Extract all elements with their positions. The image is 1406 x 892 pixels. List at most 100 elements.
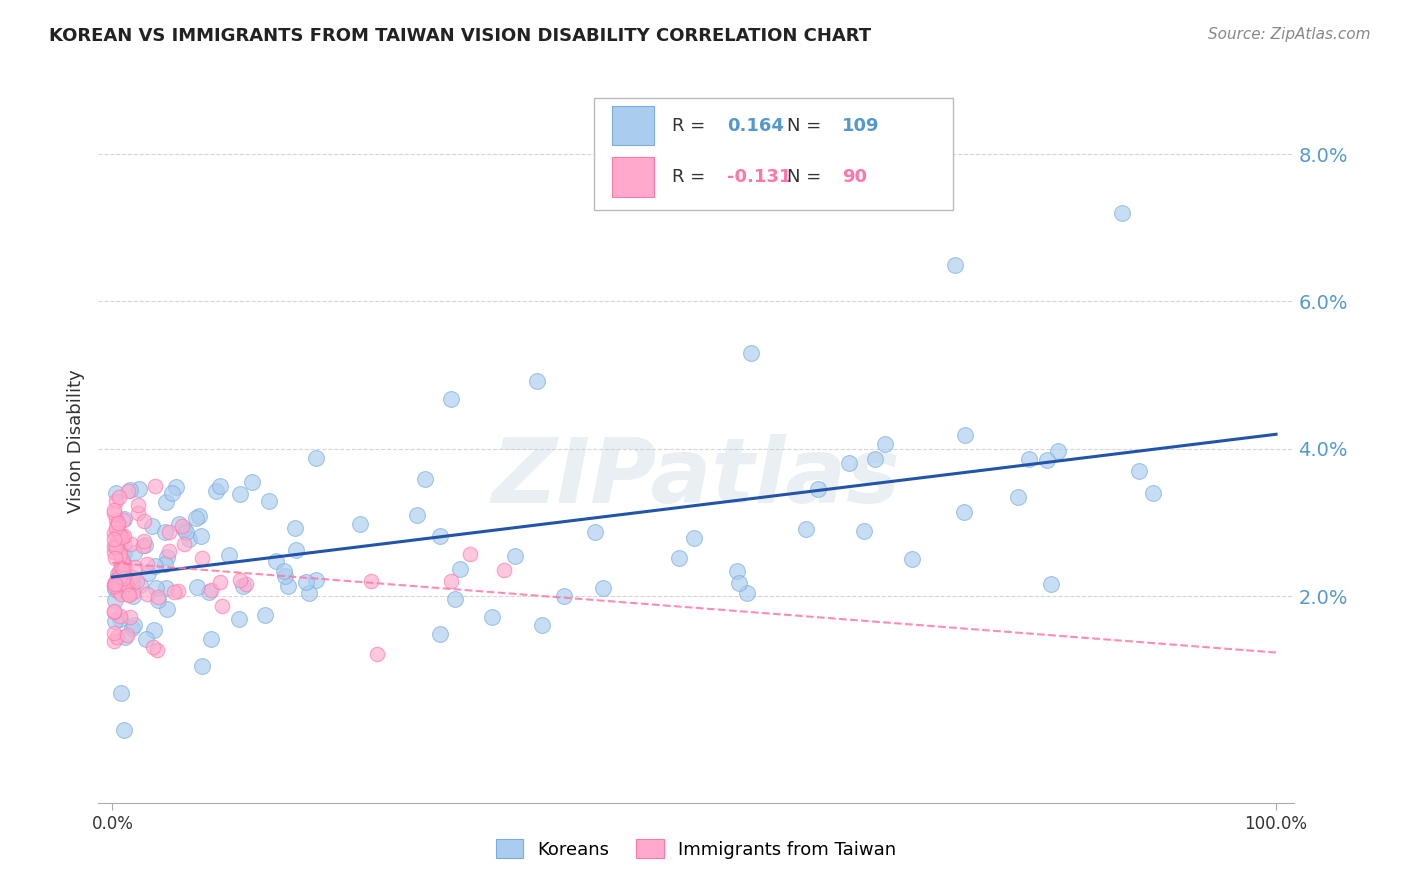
Point xyxy=(136,566,159,580)
Point xyxy=(208,478,231,492)
Point xyxy=(169,516,191,531)
Point xyxy=(142,640,165,654)
Point xyxy=(104,582,127,597)
Point xyxy=(124,560,146,574)
Point xyxy=(503,549,526,563)
Point xyxy=(110,558,132,573)
Point xyxy=(366,647,388,661)
Point xyxy=(135,632,157,647)
Point xyxy=(128,483,150,497)
Point xyxy=(735,585,758,599)
Point xyxy=(1036,452,1059,467)
Point xyxy=(114,571,136,585)
Point xyxy=(105,631,128,645)
Point xyxy=(121,621,143,635)
Point xyxy=(444,592,467,607)
Point xyxy=(110,587,132,601)
Point xyxy=(186,580,208,594)
Point xyxy=(190,529,212,543)
Point xyxy=(122,589,145,603)
Point xyxy=(117,586,139,600)
Point xyxy=(120,537,142,551)
Point xyxy=(107,567,129,582)
Point xyxy=(108,544,131,558)
Text: 90: 90 xyxy=(842,168,866,186)
Point xyxy=(439,392,461,406)
Point xyxy=(592,581,614,595)
Point xyxy=(1018,452,1040,467)
Point xyxy=(162,486,184,500)
Point xyxy=(104,540,127,554)
Text: 109: 109 xyxy=(842,117,879,135)
Point xyxy=(135,557,157,571)
Point xyxy=(103,579,125,593)
Point xyxy=(134,534,156,549)
Point xyxy=(112,723,135,737)
Point xyxy=(429,627,451,641)
Point xyxy=(155,582,177,596)
Point xyxy=(103,633,125,648)
Point xyxy=(143,479,166,493)
Point xyxy=(121,570,143,584)
Point xyxy=(360,574,382,589)
Point xyxy=(115,576,138,591)
Point xyxy=(413,472,436,486)
Point xyxy=(1039,576,1062,591)
Point xyxy=(1007,490,1029,504)
Point xyxy=(728,576,751,591)
Point xyxy=(208,575,231,590)
Text: R =: R = xyxy=(672,117,711,135)
Point xyxy=(104,576,127,591)
Point xyxy=(134,538,156,552)
Point xyxy=(111,548,134,562)
Point xyxy=(103,577,125,591)
Point xyxy=(146,642,169,657)
Point xyxy=(305,574,328,588)
Point xyxy=(108,525,131,540)
Point xyxy=(228,611,250,625)
Point xyxy=(103,545,125,559)
Point xyxy=(953,504,976,518)
Point xyxy=(191,550,214,565)
Point xyxy=(191,659,214,673)
Point xyxy=(105,521,128,535)
Point xyxy=(172,518,194,533)
Point xyxy=(105,525,128,540)
Point xyxy=(108,577,131,591)
Point xyxy=(553,589,575,603)
Point xyxy=(807,482,830,496)
Point xyxy=(110,560,132,574)
Point xyxy=(148,590,170,604)
Point xyxy=(105,517,128,532)
Point xyxy=(235,577,257,591)
Point xyxy=(218,548,240,562)
Point xyxy=(108,527,131,541)
Point xyxy=(276,579,298,593)
Point xyxy=(863,451,886,466)
Point xyxy=(173,522,195,536)
Point xyxy=(112,566,135,581)
Point xyxy=(103,503,125,517)
Point xyxy=(120,610,142,624)
Point xyxy=(111,553,134,567)
Point xyxy=(155,524,177,539)
Point xyxy=(118,483,141,497)
Point xyxy=(108,565,131,579)
Point xyxy=(188,509,211,524)
Point xyxy=(481,610,503,624)
Point xyxy=(494,563,516,577)
Point xyxy=(117,584,139,599)
Point xyxy=(117,483,139,498)
Point xyxy=(186,511,208,525)
Point xyxy=(143,559,166,574)
Point xyxy=(740,346,762,360)
Point xyxy=(873,437,896,451)
Point xyxy=(112,557,135,571)
Point xyxy=(794,522,817,536)
Text: R =: R = xyxy=(672,168,711,186)
Point xyxy=(143,623,166,637)
Point xyxy=(110,686,132,700)
Text: 0.164: 0.164 xyxy=(727,117,785,135)
Point xyxy=(111,530,134,544)
Point xyxy=(114,630,136,644)
